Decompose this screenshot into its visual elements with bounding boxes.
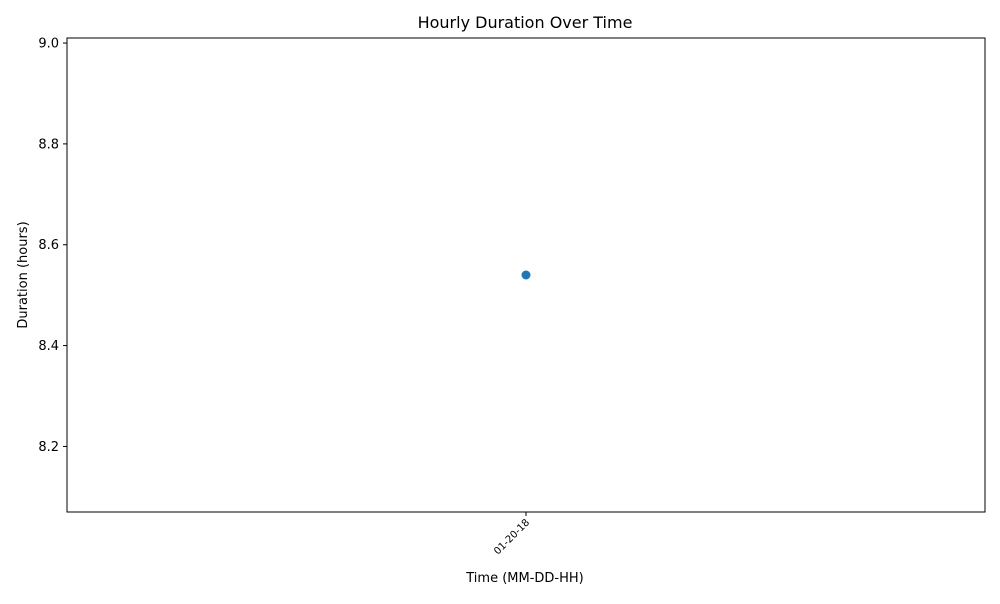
y-tick-label: 8.6: [38, 238, 59, 253]
y-tick-label: 9.0: [38, 37, 59, 52]
chart-title: Hourly Duration Over Time: [418, 13, 633, 32]
data-points: [521, 270, 531, 280]
y-tick-label: 8.4: [38, 339, 59, 354]
x-axis-label: Time (MM-DD-HH): [465, 571, 583, 586]
data-point: [521, 270, 531, 280]
y-axis-ticks: 8.2 8.4 8.6 8.8 9.0: [38, 37, 67, 455]
y-tick-label: 8.8: [38, 137, 59, 152]
plot-area-frame: [66, 37, 986, 513]
y-tick-label: 8.2: [38, 440, 59, 455]
y-axis-label: Duration (hours): [16, 221, 31, 328]
